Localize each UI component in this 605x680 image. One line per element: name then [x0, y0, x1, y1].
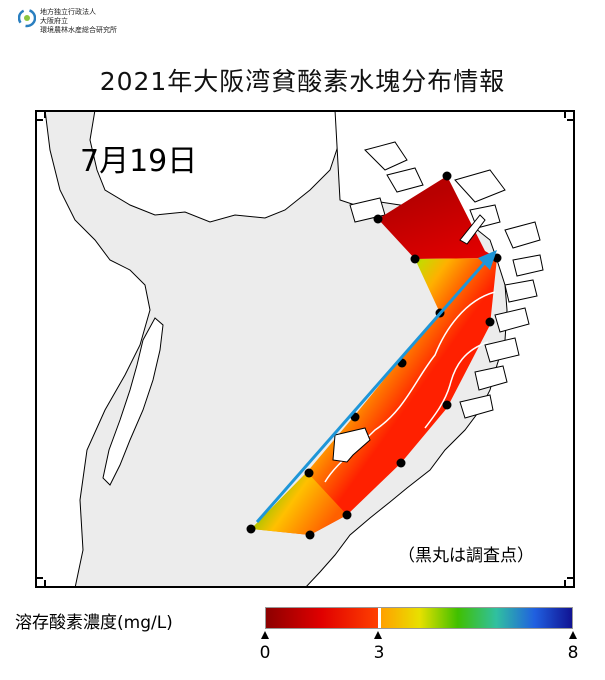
date-label: 7月19日	[80, 144, 198, 179]
port-structures	[349, 141, 544, 419]
organization-logo-icon	[18, 8, 36, 28]
page-title: 2021年大阪湾貧酸素水塊分布情報	[99, 67, 506, 96]
organization-line-2: 大阪府立	[40, 17, 68, 25]
artificial-island	[332, 427, 371, 463]
color-bar-low-segment	[265, 607, 378, 629]
station-2	[373, 214, 383, 224]
tick-marker-3	[374, 631, 382, 639]
station-12	[342, 510, 352, 520]
organization-header: 地方独立行政法人 大阪府立 環境農林水産総合研究所	[18, 8, 117, 35]
contour-3mgL-2	[424, 341, 489, 429]
tick-label-3: 3	[373, 643, 385, 663]
oxygen-zone-south	[251, 472, 347, 535]
tick-marker-0	[261, 631, 269, 639]
oxygen-zone-main	[251, 258, 497, 535]
station-3	[410, 254, 420, 264]
land-west	[35, 110, 341, 223]
color-bar	[265, 607, 573, 629]
transect-arrow	[255, 250, 497, 523]
tick-marker-8	[569, 631, 577, 639]
tick-label-0: 0	[259, 643, 271, 663]
map-border	[35, 110, 575, 588]
legend-title: 溶存酸素濃度(mg/L)	[15, 613, 173, 633]
tick-label-8: 8	[567, 643, 579, 663]
organization-line-1: 地方独立行政法人	[40, 8, 96, 16]
frame-ticks	[36, 111, 574, 587]
station-14	[305, 530, 315, 540]
station-11	[304, 468, 314, 478]
station-8	[442, 400, 452, 410]
land-west-coast	[35, 110, 151, 588]
bay-map	[35, 110, 575, 588]
organization-name: 地方独立行政法人 大阪府立 環境農林水産総合研究所	[40, 8, 117, 35]
color-bar-threshold	[378, 607, 381, 629]
island	[102, 317, 164, 486]
station-13	[246, 524, 256, 534]
station-10	[396, 458, 406, 468]
color-bar-high-segment	[381, 607, 573, 629]
organization-line-3: 環境農林水産総合研究所	[40, 26, 117, 34]
station-6	[485, 317, 495, 327]
station-1	[442, 171, 452, 181]
color-bar-ticks	[261, 631, 577, 639]
station-note: （黒丸は調査点）	[398, 546, 534, 566]
pier	[459, 214, 486, 245]
